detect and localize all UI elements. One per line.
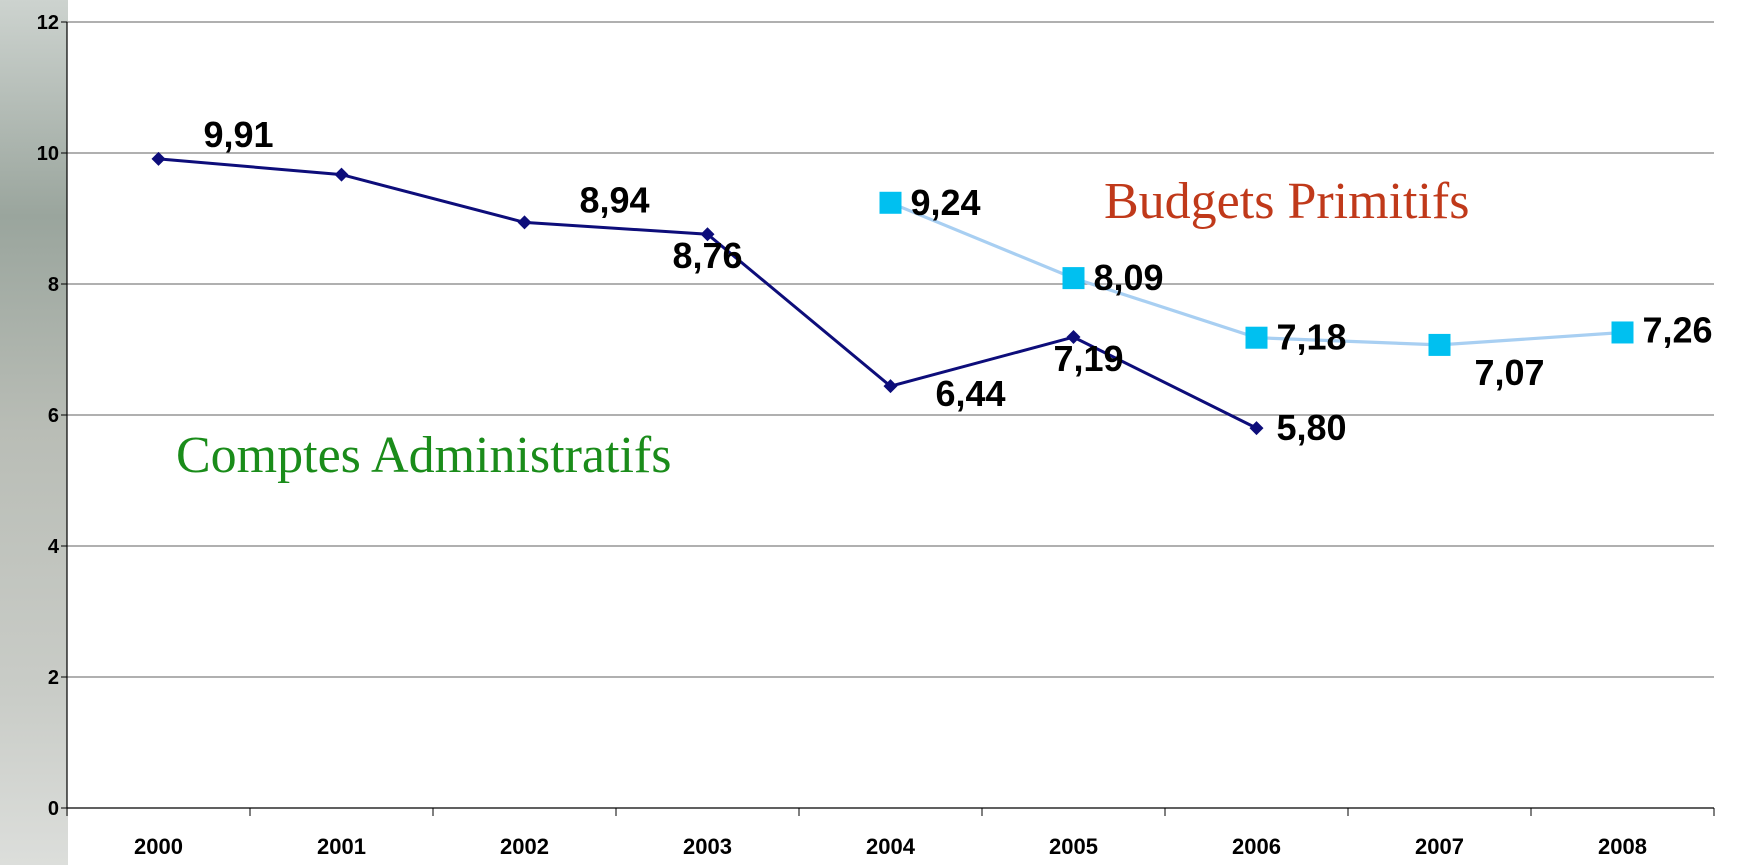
data-labels: 9,91 8,94 8,76 6,44 7,19 5,80 9,24 8,09 7,18 7,07… bbox=[203, 114, 1712, 448]
data-point bbox=[700, 227, 715, 242]
series-name-budgets-primitifs: Budgets Primitifs bbox=[1104, 173, 1469, 230]
y-tick-label: 10 bbox=[37, 143, 59, 165]
data-label: 9,24 bbox=[911, 182, 981, 223]
data-point bbox=[879, 191, 902, 214]
data-point bbox=[517, 215, 532, 230]
data-label: 7,26 bbox=[1643, 309, 1713, 350]
axes: 0 2 4 6 8 10 12 2000 2001 2002 2003 2004 2005 2006 200… bbox=[37, 12, 1715, 859]
x-tick-label: 2000 bbox=[134, 834, 183, 859]
data-label: 6,44 bbox=[935, 373, 1005, 414]
y-tick-label: 4 bbox=[48, 536, 60, 558]
data-label: 5,80 bbox=[1277, 407, 1347, 448]
data-label: 8,76 bbox=[672, 235, 742, 276]
data-label: 8,94 bbox=[579, 179, 649, 220]
x-tick-label: 2002 bbox=[500, 834, 549, 859]
y-tick-label: 0 bbox=[48, 798, 59, 820]
y-tick-label: 8 bbox=[48, 274, 59, 296]
background-photo-strip bbox=[0, 0, 68, 865]
data-label: 7,07 bbox=[1474, 352, 1544, 393]
y-tick-label: 12 bbox=[37, 12, 59, 34]
data-point bbox=[1062, 267, 1085, 290]
x-tick-label: 2006 bbox=[1232, 834, 1281, 859]
data-point bbox=[334, 167, 349, 182]
x-tick-label: 2005 bbox=[1049, 834, 1098, 859]
x-tick-label: 2004 bbox=[866, 834, 916, 859]
data-label: 8,09 bbox=[1094, 257, 1164, 298]
data-point bbox=[1611, 321, 1634, 344]
data-point bbox=[1249, 421, 1264, 436]
data-point bbox=[1066, 330, 1081, 345]
x-tick-label: 2007 bbox=[1415, 834, 1464, 859]
gridlines bbox=[67, 21, 1714, 808]
data-point bbox=[883, 379, 898, 394]
series-budgets-primitifs bbox=[879, 191, 1634, 356]
data-point bbox=[151, 151, 166, 166]
series bbox=[151, 151, 1634, 436]
data-label: 9,91 bbox=[203, 114, 273, 155]
data-point bbox=[1245, 326, 1268, 349]
data-point bbox=[1428, 333, 1451, 356]
series-name-comptes-administratifs: Comptes Administratifs bbox=[176, 427, 671, 484]
y-tick-label: 2 bbox=[48, 667, 59, 689]
data-label: 7,19 bbox=[1053, 338, 1123, 379]
x-tick-label: 2003 bbox=[683, 834, 732, 859]
y-tick-label: 6 bbox=[48, 405, 59, 427]
x-tick-label: 2008 bbox=[1598, 834, 1647, 859]
series-comptes-administratifs bbox=[151, 151, 1264, 436]
series-names: Comptes Administratifs Budgets Primitifs bbox=[176, 173, 1469, 484]
data-label: 7,18 bbox=[1277, 317, 1347, 358]
x-tick-label: 2001 bbox=[317, 834, 366, 859]
